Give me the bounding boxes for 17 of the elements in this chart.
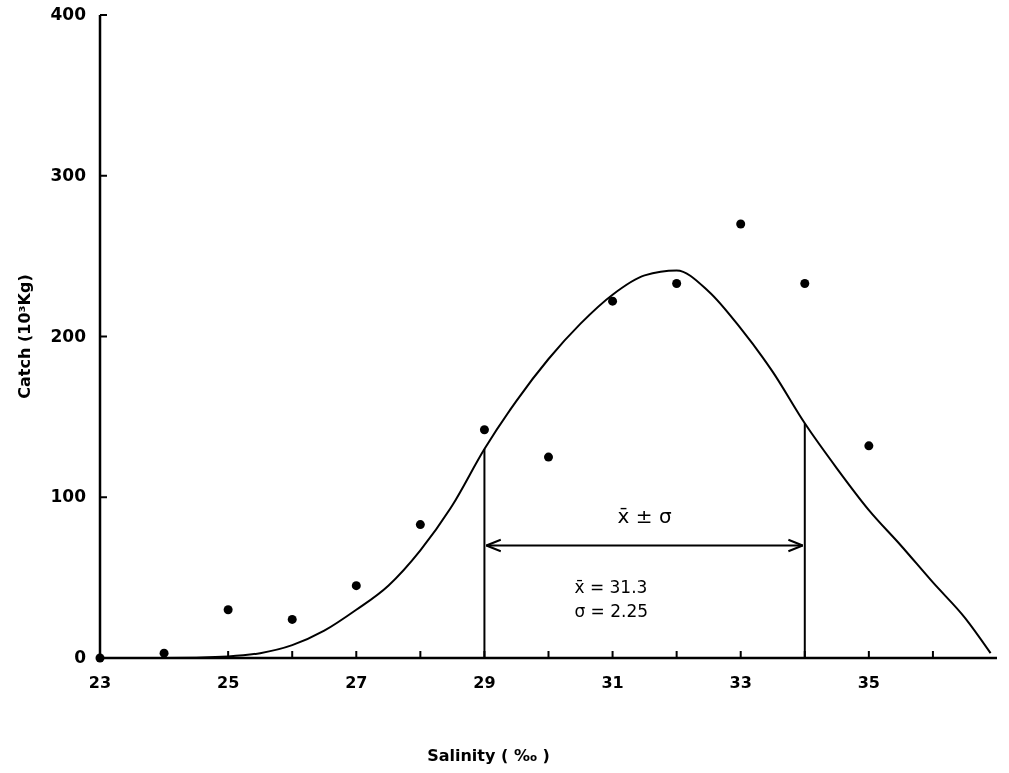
x-tick-label: 23 xyxy=(88,673,112,692)
annotation: x̄ = 31.3 xyxy=(574,577,648,598)
x-tick-label: 29 xyxy=(473,673,496,692)
y-tick-label: 100 xyxy=(50,486,87,507)
x-tick-label: 25 xyxy=(217,673,240,692)
x-tick-label: 35 xyxy=(857,673,880,692)
y-tick-label: 400 xyxy=(50,4,87,24)
x-tick-label: 27 xyxy=(345,673,368,692)
x-tick-label: 33 xyxy=(729,673,752,692)
y-axis-title: Catch (10³Kg) xyxy=(15,274,34,399)
y-tick-label: 0 xyxy=(74,647,87,667)
annotation: σ = 2.25 xyxy=(574,601,649,622)
y-tick-label: 200 xyxy=(50,325,87,346)
x-axis-title: Salinity ( ‰ ) xyxy=(427,746,550,765)
annotation: x̄ ± σ xyxy=(617,504,672,529)
y-tick-label: 300 xyxy=(50,164,87,185)
x-tick-label: 31 xyxy=(601,673,624,692)
